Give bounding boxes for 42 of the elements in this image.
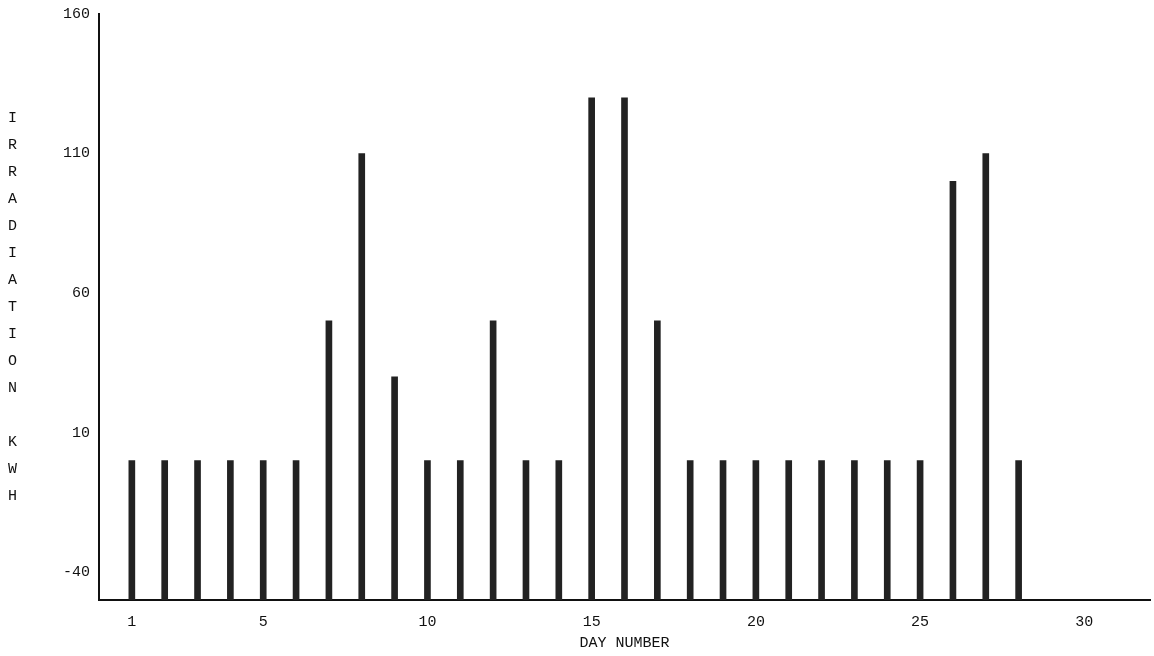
bar [686,460,694,600]
y-tick-label: 60 [71,285,90,303]
bar [358,153,366,600]
bar [424,460,431,600]
x-tick-label: 10 [418,613,437,631]
bar [227,460,234,600]
x-tick-label: 15 [582,613,601,631]
bar [161,460,169,600]
y-axis-title: IRRADIATION KWH [4,110,21,515]
bar [752,460,760,600]
bar [818,460,825,600]
bar [128,460,136,600]
bar [292,460,300,600]
y-tick-label: -40 [62,564,90,582]
x-tick-label: 5 [258,613,268,631]
bar [851,460,858,600]
bar [522,460,530,600]
bar [785,460,793,600]
bar [325,320,333,600]
bar [654,320,661,600]
x-axis-title: DAY NUMBER [579,634,670,652]
bar [555,460,563,600]
bar [982,153,990,600]
bar [259,460,267,600]
x-tick-label: 1 [127,613,137,631]
bar [719,460,727,600]
bar [489,320,497,600]
bar [391,376,398,600]
bar [621,97,628,600]
bar [949,181,957,600]
bar [916,460,924,600]
y-tick-label: 10 [71,424,90,442]
y-tick-label: 160 [62,5,90,23]
x-tick-label: 30 [1075,613,1094,631]
x-tick-label: 25 [911,613,930,631]
bar [194,460,201,600]
bar [588,97,595,600]
bar [456,460,464,600]
bar [1015,460,1022,600]
bar [883,460,891,600]
x-tick-label: 20 [746,613,765,631]
y-tick-label: 110 [62,145,90,163]
